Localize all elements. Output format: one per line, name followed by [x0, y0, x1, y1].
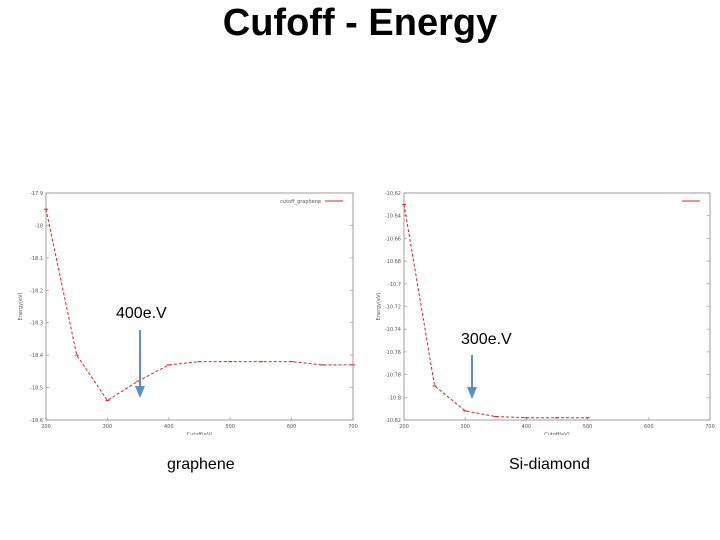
- y-tick-label: -10.74: [385, 327, 401, 333]
- plot-frame: [45, 192, 354, 421]
- x-tick-label: 400: [522, 424, 532, 430]
- series-line: [403, 204, 588, 419]
- y-tick-label: -18.6: [30, 418, 43, 424]
- y-tick-label: -18: [35, 223, 43, 229]
- cutoff-callout-si-diamond: 300e.V: [461, 331, 512, 348]
- y-tick-label: -18.1: [30, 256, 43, 262]
- x-axis-label: Cutoff(eV): [187, 432, 213, 435]
- cutoff-callout-graphene: 400e.V: [116, 305, 167, 322]
- caption-graphene: graphene: [167, 456, 235, 473]
- x-tick-label: 700: [705, 424, 715, 430]
- x-tick-label: 300: [103, 424, 113, 430]
- x-tick-label: 400: [164, 424, 174, 430]
- y-tick-label: -10.82: [385, 418, 401, 424]
- y-tick-label: -18.4: [30, 353, 43, 359]
- x-tick-label: 600: [644, 424, 654, 430]
- y-axis-label: Energy(eV): [18, 293, 24, 321]
- x-tick-label: 600: [287, 424, 297, 430]
- y-tick-label: -10.66: [385, 236, 401, 242]
- y-tick-label: -10.64: [385, 214, 401, 220]
- y-tick-label: -10.7: [388, 282, 401, 288]
- x-tick-label: 500: [583, 424, 593, 430]
- y-tick-label: -18.3: [30, 321, 43, 327]
- y-tick-label: -10.76: [385, 350, 401, 356]
- y-tick-label: -10.68: [385, 259, 401, 265]
- x-tick-label: 200: [41, 424, 51, 430]
- y-tick-label: -10.78: [385, 373, 401, 379]
- x-tick-label: 300: [460, 424, 470, 430]
- chart-si-diamond: -10.62 -10.64 -10.66 -10.68 -10.7 -10.72 -10.7…: [376, 191, 715, 435]
- x-tick-label: 200: [399, 424, 409, 430]
- y-tick-label: -10.8: [388, 395, 401, 401]
- x-tick-label: 500: [225, 424, 235, 430]
- y-tick-label: -18.5: [30, 386, 43, 392]
- slide-title: Cufoff - Energy: [222, 2, 498, 44]
- chart-graphene: -17.9 -18 -18.1 -18.2 -18.3 -18.4 -18.5 -18.620…: [18, 191, 358, 435]
- arrow-icon: [135, 330, 145, 398]
- plot-frame: [403, 192, 711, 421]
- y-tick-label: -10.62: [385, 191, 401, 197]
- x-tick-label: 700: [348, 424, 358, 430]
- y-tick-label: -10.72: [385, 305, 401, 311]
- y-axis-label: Energy(eV): [376, 293, 382, 321]
- legend-label: cutoff_graphene: [280, 199, 321, 205]
- x-axis-label: Cutoff(eV): [544, 432, 570, 435]
- y-tick-label: -17.9: [30, 191, 43, 197]
- series-line: [45, 209, 353, 402]
- arrow-icon: [467, 355, 477, 399]
- caption-si-diamond: Si-diamond: [509, 456, 590, 473]
- y-tick-label: -18.2: [30, 288, 43, 294]
